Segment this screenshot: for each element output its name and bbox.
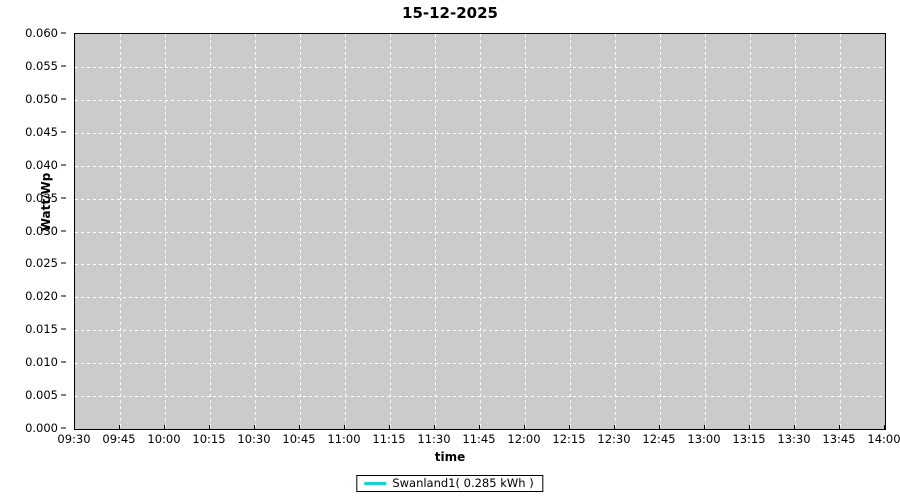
x-tick-label: 10:30	[237, 432, 271, 446]
x-tick-mark	[344, 425, 345, 430]
y-tick-label: 0.060	[25, 26, 58, 40]
y-tick-label: 0.005	[25, 388, 58, 403]
y-tick-mark	[61, 164, 66, 166]
y-tick-mark	[61, 197, 66, 199]
x-tick-mark	[299, 425, 300, 430]
x-tick-mark	[839, 425, 840, 430]
x-tick-label: 14:00	[867, 432, 900, 446]
x-tick-mark	[119, 425, 120, 430]
y-tick-label: 0.040	[25, 157, 58, 172]
x-tick-label: 11:15	[372, 432, 406, 446]
y-tick-mark	[61, 295, 66, 297]
plot-area	[74, 33, 886, 430]
x-axis-tick-labels: 09:30 09:45 10:00 10:15 10:30 10:45 11:00 11:15…	[57, 425, 900, 450]
x-tick-label: 12:15	[552, 432, 586, 446]
y-tick-label: 0.045	[25, 124, 58, 139]
x-tick-label: 10:00	[147, 432, 181, 446]
x-tick-label: 09:30	[57, 432, 91, 446]
x-tick-mark	[794, 425, 795, 430]
data-series-line	[75, 34, 885, 429]
x-tick-mark	[389, 425, 390, 430]
gridlines	[75, 34, 885, 429]
legend-entry-label: Swanland1( 0.285 kWh )	[392, 476, 534, 490]
y-tick-label: 0.020	[25, 289, 58, 304]
y-tick-mark	[61, 65, 66, 67]
y-tick-mark	[61, 98, 66, 100]
x-tick-mark	[524, 425, 525, 430]
x-tick-label: 10:45	[282, 432, 316, 446]
x-tick-label: 13:15	[732, 432, 766, 446]
y-tick-mark	[61, 361, 66, 363]
y-tick-label: 0.055	[25, 58, 58, 73]
x-axis-title: time	[434, 450, 466, 464]
x-tick-label: 09:45	[102, 432, 136, 446]
x-tick-label: 11:00	[327, 432, 361, 446]
x-tick-label: 12:45	[642, 432, 676, 446]
y-tick-label: 0.000	[25, 421, 58, 435]
y-tick-mark	[61, 262, 66, 264]
x-tick-mark	[479, 425, 480, 430]
x-tick-label: 11:45	[462, 432, 496, 446]
y-axis-tick-labels: 0.060 0.055 0.050 0.045 0.040 0.035 0.030 0.025…	[0, 26, 66, 435]
y-tick-label: 0.050	[25, 91, 58, 106]
legend: Swanland1( 0.285 kWh )	[356, 475, 544, 492]
x-tick-label: 11:30	[417, 432, 451, 446]
legend-color-swatch	[364, 481, 387, 485]
x-tick-mark	[569, 425, 570, 430]
y-tick-mark	[61, 328, 66, 330]
x-tick-label: 12:30	[597, 432, 631, 446]
x-tick-mark	[74, 425, 75, 430]
y-tick-label: 0.025	[25, 256, 58, 271]
y-tick-label: 0.030	[25, 223, 58, 238]
x-tick-mark	[749, 425, 750, 430]
x-tick-label: 13:30	[777, 432, 811, 446]
x-tick-mark	[254, 425, 255, 430]
x-tick-label: 10:15	[192, 432, 226, 446]
x-tick-label: 13:00	[687, 432, 721, 446]
x-tick-mark	[659, 425, 660, 430]
y-tick-mark	[61, 131, 66, 133]
y-tick-label: 0.015	[25, 322, 58, 337]
y-tick-mark	[61, 230, 66, 231]
x-tick-mark	[164, 425, 165, 430]
x-tick-label: 12:00	[507, 432, 541, 446]
y-tick-mark	[61, 32, 66, 34]
x-tick-label: 13:45	[822, 432, 856, 446]
y-tick-label: 0.010	[25, 355, 58, 370]
x-tick-mark	[614, 425, 615, 430]
chart-title: 15-12-2025	[402, 4, 498, 22]
x-tick-mark	[434, 425, 435, 430]
y-tick-mark	[61, 394, 66, 396]
x-tick-mark	[209, 425, 210, 430]
x-tick-mark	[704, 425, 705, 430]
y-tick-label: 0.035	[25, 190, 58, 205]
x-tick-mark	[884, 425, 885, 430]
y-tick-mark	[61, 427, 66, 429]
